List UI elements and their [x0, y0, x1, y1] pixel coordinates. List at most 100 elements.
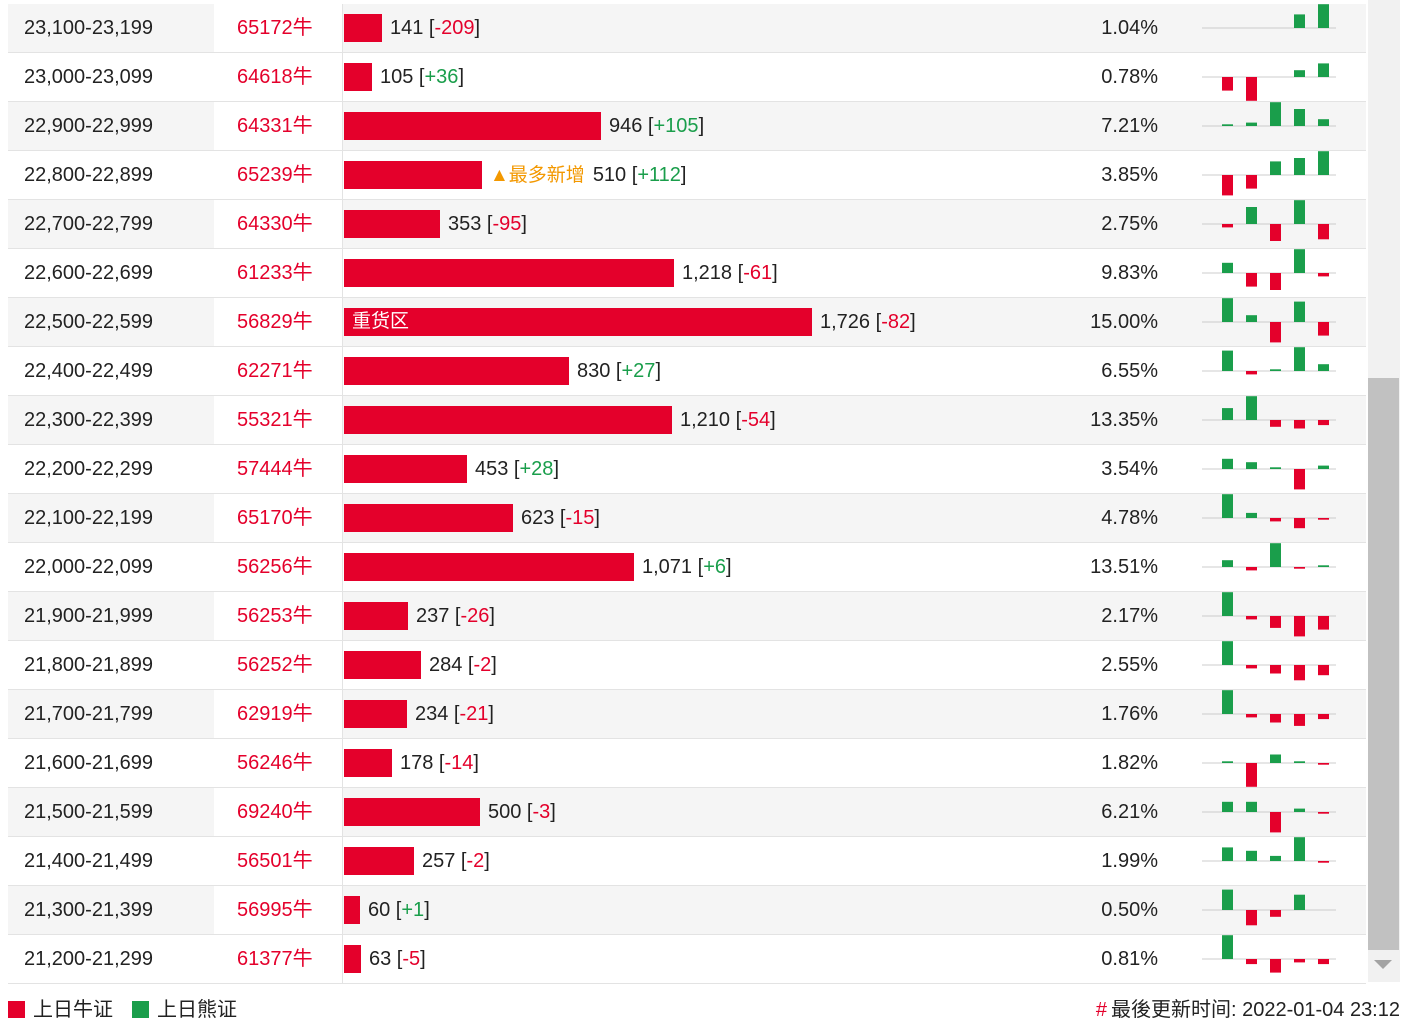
volume-change: -5: [402, 948, 421, 970]
volume-value: 1,210: [680, 409, 731, 431]
volume-text: 453 [+28]: [475, 458, 559, 480]
bull-swatch-icon: [8, 1001, 25, 1018]
sparkline-bar: [1318, 273, 1329, 277]
cbbc-code-link[interactable]: 62271牛: [214, 347, 343, 395]
percentage: 15.00%: [1090, 311, 1158, 333]
percentage: 1.76%: [1101, 703, 1158, 725]
volume-change: -15: [565, 507, 595, 529]
table-row: 21,400-21,499 56501牛 257 [-2] 1.99%: [8, 837, 1366, 886]
sparkline-bar: [1318, 812, 1329, 814]
history-sparkline: [1202, 837, 1336, 863]
volume-text: 500 [-3]: [488, 801, 556, 823]
sparkline-bar: [1294, 200, 1305, 224]
volume-text: ▲最多新增 510 [+112]: [490, 164, 687, 186]
table-row: 21,600-21,699 56246牛 178 [-14] 1.82%: [8, 739, 1366, 788]
volume-text: 284 [-2]: [429, 654, 497, 676]
percentage: 9.83%: [1101, 262, 1158, 284]
sparkline-bar: [1294, 249, 1305, 273]
sparkline-bar: [1246, 850, 1257, 861]
sparkline-bar: [1222, 350, 1233, 371]
volume-change: +6: [703, 556, 726, 578]
history-sparkline: [1202, 249, 1336, 290]
history-sparkline: [1202, 494, 1336, 529]
volume-bar: [344, 455, 467, 483]
strike-range: 21,800-21,899: [24, 654, 154, 676]
scrollbar-thumb[interactable]: [1368, 378, 1399, 950]
volume-change: -2: [473, 654, 492, 676]
cbbc-code-link[interactable]: 69240牛: [214, 788, 343, 836]
volume-value: 141: [390, 17, 424, 39]
sparkline-bar: [1222, 494, 1233, 518]
percentage: 3.54%: [1101, 458, 1158, 480]
cbbc-code-link[interactable]: 56252牛: [214, 641, 343, 689]
volume-text: 830 [+27]: [577, 360, 661, 382]
strike-range: 22,100-22,199: [24, 507, 154, 529]
scroll-down-arrow-icon[interactable]: [1374, 960, 1392, 969]
cbbc-code-link[interactable]: 56995牛: [214, 886, 343, 934]
sparkline-bar: [1222, 298, 1233, 322]
percentage: 1.99%: [1101, 850, 1158, 872]
percentage: 13.51%: [1090, 556, 1158, 578]
sparkline-bar: [1318, 518, 1329, 520]
sparkline-bar: [1222, 77, 1233, 91]
sparkline-bar: [1294, 894, 1305, 910]
volume-bar: [344, 700, 407, 728]
volume-text: 234 [-21]: [415, 703, 494, 725]
cbbc-code-link[interactable]: 56256牛: [214, 543, 343, 591]
volume-change: +1: [401, 899, 425, 921]
cbbc-code-link[interactable]: 56829牛: [214, 298, 343, 346]
percentage: 13.35%: [1090, 409, 1158, 431]
cbbc-code-link[interactable]: 64331牛: [214, 102, 343, 150]
strike-range: 22,600-22,699: [24, 262, 154, 284]
volume-bar: [344, 161, 482, 189]
hash-icon: #: [1095, 999, 1107, 1021]
sparkline-bar: [1318, 665, 1329, 676]
cbbc-code-link[interactable]: 64330牛: [214, 200, 343, 248]
strike-range: 22,700-22,799: [24, 213, 154, 235]
sparkline-bar: [1318, 224, 1329, 240]
volume-bar: [344, 504, 513, 532]
sparkline-bar: [1246, 763, 1257, 787]
sparkline-bar: [1318, 119, 1329, 126]
table-row: 22,800-22,899 65239牛 ▲最多新增 510 [+112] 3.85%: [8, 151, 1366, 200]
sparkline-bar: [1294, 616, 1305, 637]
cbbc-code-link[interactable]: 65172牛: [214, 4, 343, 52]
sparkline-bar: [1294, 109, 1305, 126]
percentage: 0.78%: [1101, 66, 1158, 88]
cbbc-code-link[interactable]: 56253牛: [214, 592, 343, 640]
sparkline-bar: [1270, 322, 1281, 343]
sparkline-bar: [1222, 761, 1233, 763]
last-update: # 最後更新时间: 2022-01-04 23:12: [1096, 996, 1400, 1024]
volume-bar: [344, 896, 360, 924]
legend-bear: 上日熊证: [132, 996, 237, 1024]
table-row: 23,000-23,099 64618牛 105 [+36] 0.78%: [8, 53, 1366, 102]
update-label: 最後更新时间:: [1110, 999, 1237, 1021]
cbbc-code-link[interactable]: 62919牛: [214, 690, 343, 738]
cbbc-code-link[interactable]: 56246牛: [214, 739, 343, 787]
cbbc-code-link[interactable]: 56501牛: [214, 837, 343, 885]
table-row: 22,600-22,699 61233牛 1,218 [-61] 9.83%: [8, 249, 1366, 298]
sparkline-bar: [1246, 77, 1257, 101]
cbbc-code-link[interactable]: 55321牛: [214, 396, 343, 444]
sparkline-bar: [1222, 224, 1233, 228]
table-row: 21,200-21,299 61377牛 63 [-5] 0.81%: [8, 935, 1366, 984]
sparkline-bar: [1318, 565, 1329, 567]
cbbc-code-link[interactable]: 65239牛: [214, 151, 343, 199]
cbbc-code-link[interactable]: 61377牛: [214, 935, 343, 983]
cbbc-code-link[interactable]: 57444牛: [214, 445, 343, 493]
sparkline-bar: [1294, 347, 1305, 371]
table-row: 21,700-21,799 62919牛 234 [-21] 1.76%: [8, 690, 1366, 739]
percentage: 3.85%: [1101, 164, 1158, 186]
volume-change: +28: [519, 458, 554, 480]
volume-change: +112: [637, 164, 681, 186]
volume-value: 1,218: [682, 262, 733, 284]
cbbc-code-link[interactable]: 61233牛: [214, 249, 343, 297]
cbbc-code-link[interactable]: 64618牛: [214, 53, 343, 101]
volume-change: +105: [653, 115, 699, 137]
history-sparkline: [1202, 151, 1336, 196]
sparkline-bar: [1270, 518, 1281, 522]
sparkline-bar: [1246, 175, 1257, 189]
cbbc-code-link[interactable]: 65170牛: [214, 494, 343, 542]
sparkline-bar: [1246, 462, 1257, 469]
volume-bar: [344, 406, 672, 434]
